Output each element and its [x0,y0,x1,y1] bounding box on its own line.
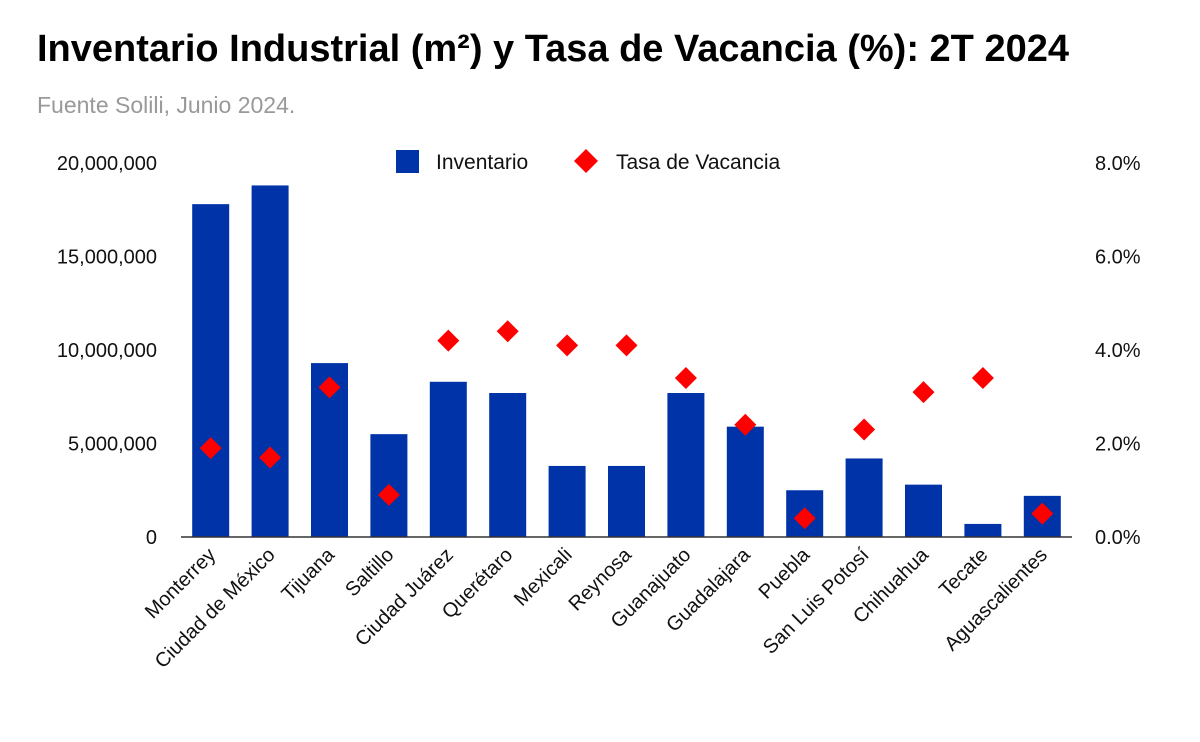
category-label: Puebla [755,543,815,603]
left-tick-label: 10,000,000 [57,340,157,362]
vacancy-marker [734,413,757,436]
right-tick-label: 0.0% [1095,527,1141,549]
legend-swatch-vacancia [574,149,598,173]
right-axis: 0.0% 2.0% 4.0% 6.0% 8.0% [1095,153,1141,549]
legend-label-vacancia: Tasa de Vacancia [616,151,781,174]
legend: Inventario Tasa de Vacancia [396,149,781,174]
category-label: San Luis Potosí [759,544,874,659]
right-tick-label: 6.0% [1095,247,1141,269]
left-tick-label: 15,000,000 [57,247,157,269]
vacancy-marker [912,381,935,404]
category-label: Aguascalientes [940,544,1051,655]
bar [192,204,230,537]
right-tick-label: 8.0% [1095,153,1141,175]
vacancy-marker [496,320,519,343]
legend-label-inventario: Inventario [436,151,528,174]
vacancy-marker [259,446,282,469]
vacancy-marker [318,376,341,399]
bar [845,458,883,537]
vacancy-marker [674,367,697,390]
bar [905,484,942,537]
vacancy-marker [437,329,460,352]
vacancy-marker [556,334,579,357]
bar [429,381,467,537]
category-label: Tecate [935,544,992,601]
marker-series [199,320,1054,530]
vacancy-marker [377,483,400,506]
vacancy-marker [199,437,222,460]
category-label: Saltillo [341,544,398,601]
left-tick-label: 0 [146,527,157,549]
chart-subtitle: Fuente Solili, Junio 2024. [37,92,296,118]
category-label: Tijuana [278,543,340,605]
vacancy-marker [853,418,876,441]
vacancy-marker [1031,502,1054,525]
vacancy-marker [793,507,816,530]
left-axis: 0 5,000,000 10,000,000 15,000,000 20,000,000 [57,153,157,549]
bar [964,523,1002,537]
vacancy-marker [615,334,638,357]
bar [548,465,586,537]
legend-swatch-inventario [396,150,419,173]
bar-series [192,185,1061,537]
chart-title: Inventario Industrial (m²) y Tasa de Vac… [37,28,1069,70]
right-tick-label: 4.0% [1095,340,1141,362]
left-tick-label: 5,000,000 [68,434,157,456]
bar [608,465,645,537]
bar [489,393,527,537]
bar [667,393,705,537]
right-tick-label: 2.0% [1095,434,1141,456]
bar [726,426,764,537]
bar [251,185,289,537]
left-tick-label: 20,000,000 [57,153,157,175]
vacancy-marker [971,367,994,390]
